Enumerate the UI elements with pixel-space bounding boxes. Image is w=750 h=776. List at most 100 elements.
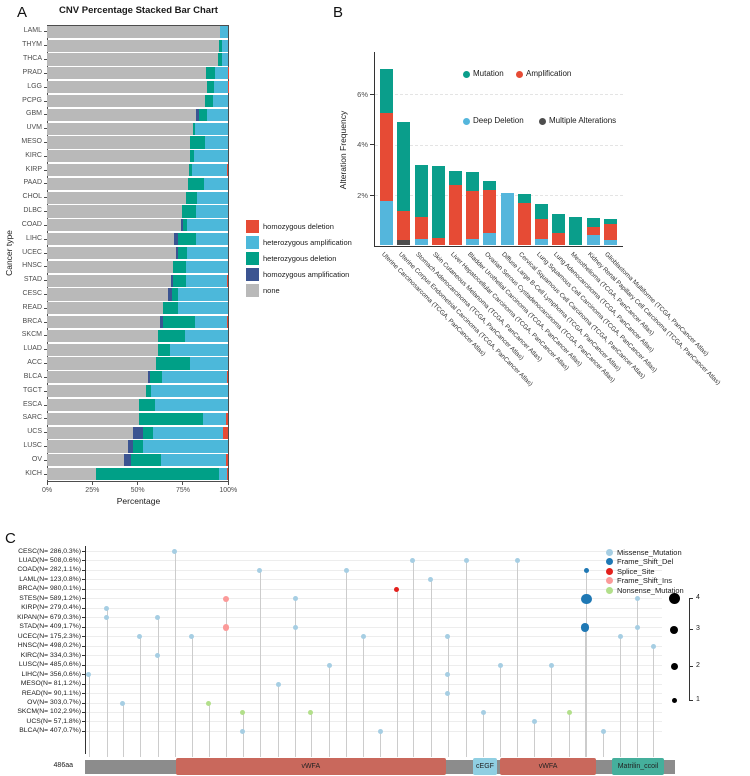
panel-a-y-tick bbox=[43, 404, 47, 406]
bar-segment-het_del bbox=[145, 385, 152, 398]
panel-b-legend-label: Mutation bbox=[473, 69, 504, 78]
panel-b-gridline bbox=[375, 144, 623, 146]
panel-a-y-tick bbox=[43, 141, 47, 143]
panel-b-bar-segment-deep_deletion bbox=[466, 239, 480, 246]
lollipop-stem bbox=[122, 703, 124, 757]
stacked-bar-row bbox=[47, 219, 229, 232]
panel-c-gridline bbox=[85, 588, 662, 590]
panel-c-gridline bbox=[85, 569, 662, 571]
panel-a-x-tick-label: 75% bbox=[175, 487, 190, 494]
lollipop-stem bbox=[106, 617, 108, 757]
panel-a-x-tick bbox=[46, 482, 48, 485]
bar-segment-none bbox=[47, 205, 183, 218]
bar-segment-het_del bbox=[150, 371, 163, 384]
panel-a-category-label: LIHC bbox=[26, 234, 42, 242]
panel-a-y-tick bbox=[43, 155, 47, 157]
lollipop-stem bbox=[259, 570, 261, 757]
panel-b-bar-segment-mutation bbox=[517, 193, 531, 203]
stacked-bar-row bbox=[47, 260, 229, 273]
panel-b-bar-segment-amplification bbox=[397, 211, 411, 241]
bar-segment-het_amp bbox=[204, 136, 229, 149]
panel-c-size-legend-dot bbox=[668, 592, 680, 604]
panel-c-y-tick bbox=[82, 598, 85, 600]
panel-a-category-label: CESC bbox=[22, 289, 42, 297]
panel-c-gridline bbox=[85, 674, 662, 676]
panel-c-gridline bbox=[85, 598, 662, 600]
panel-b-bar-segment-mutation bbox=[483, 181, 497, 191]
panel-c-row-label: KIRC(N= 334,0.3%) bbox=[20, 651, 81, 659]
panel-c-gridline bbox=[85, 693, 662, 695]
panel-c-gridline bbox=[85, 730, 662, 732]
panel-b-legend-label: Deep Deletion bbox=[473, 116, 524, 125]
lollipop-stem bbox=[396, 589, 398, 757]
stacked-bar-row bbox=[47, 136, 229, 149]
panel-a-legend-label: homozygous deletion bbox=[263, 221, 334, 231]
stacked-bar-row bbox=[47, 412, 229, 425]
bar-segment-none bbox=[47, 163, 190, 177]
lollipop-dot-missense_mutation bbox=[120, 700, 126, 706]
panel-c-row-label: STES(N= 589,1.2%) bbox=[19, 594, 81, 602]
panel-b-bar-segment-deep_deletion bbox=[603, 240, 617, 246]
lollipop-dot-missense_mutation bbox=[172, 549, 178, 554]
stacked-bar-row bbox=[47, 53, 229, 66]
bar-segment-het_amp bbox=[185, 260, 229, 273]
bar-segment-het_amp bbox=[151, 385, 229, 398]
panel-a-category-label: SKCM bbox=[21, 331, 42, 339]
panel-b-bar-segment-amplification bbox=[552, 232, 566, 246]
lollipop-stem bbox=[585, 627, 587, 757]
bar-segment-none bbox=[47, 440, 129, 453]
stacked-bar-row bbox=[47, 150, 229, 163]
lollipop-dot-frame_shift_ins bbox=[222, 595, 230, 603]
bar-segment-het_amp bbox=[178, 302, 229, 315]
panel-b-legend-dot bbox=[538, 117, 546, 125]
stacked-bar-row bbox=[47, 440, 229, 453]
lollipop-dot-missense_mutation bbox=[428, 577, 434, 583]
bar-segment-none bbox=[47, 385, 146, 398]
panel-c-row-label: SKCM(N= 102,2.9%) bbox=[17, 708, 81, 716]
bar-segment-none bbox=[47, 136, 191, 149]
lollipop-stem bbox=[363, 636, 364, 757]
lollipop-stem bbox=[310, 712, 312, 757]
panel-a-x-axis-title: Percentage bbox=[116, 496, 161, 506]
panel-a-category-label: PAAD bbox=[23, 179, 42, 187]
panel-a-legend-label: none bbox=[263, 286, 280, 296]
bar-segment-none bbox=[47, 302, 164, 315]
panel-a-legend-swatch bbox=[246, 251, 259, 265]
bar-segment-het_del bbox=[143, 426, 154, 439]
lollipop-dot-missense_mutation bbox=[155, 653, 161, 659]
protein-domain-cegf: cEGF bbox=[473, 758, 497, 775]
panel-a-y-tick bbox=[43, 363, 47, 365]
bar-segment-het_amp bbox=[196, 191, 229, 204]
panel-b-x-axis-line bbox=[374, 245, 623, 247]
panel-c-size-legend-label: 2 bbox=[696, 661, 700, 669]
panel-a-legend-swatch bbox=[246, 268, 259, 282]
lollipop-dot-missense_mutation bbox=[275, 681, 281, 687]
panel-c-y-tick bbox=[82, 569, 85, 571]
panel-b-bar-segment-mutation bbox=[414, 164, 428, 217]
bar-segment-none bbox=[47, 329, 159, 342]
panel-b-gridline bbox=[375, 94, 623, 96]
bar-segment-het_amp bbox=[178, 288, 229, 301]
bar-segment-none bbox=[47, 191, 186, 204]
panel-b-bar-segment-amplification bbox=[380, 112, 394, 202]
panel-a-category-label: MESO bbox=[21, 137, 42, 145]
panel-c-gridline bbox=[85, 617, 662, 619]
panel-c-legend-dot-nonsense_mutation bbox=[606, 586, 613, 594]
protein-domain-vwfa: vWFA bbox=[500, 758, 597, 775]
panel-b-bar-segment-amplification bbox=[603, 224, 617, 241]
panel-a-category-label: LUAD bbox=[23, 345, 42, 353]
panel-c-gridline bbox=[85, 702, 662, 704]
stacked-bar-row bbox=[47, 315, 229, 329]
bar-segment-het_amp bbox=[203, 177, 229, 190]
panel-c-gridline bbox=[85, 711, 662, 713]
bar-segment-none bbox=[47, 108, 196, 121]
panel-b-bar-segment-amplification bbox=[483, 190, 497, 233]
bar-segment-het_amp bbox=[170, 343, 229, 356]
panel-c-row-label: MESO(N= 81,1.2%) bbox=[20, 680, 81, 688]
lollipop-dot-missense_mutation bbox=[257, 567, 263, 573]
panel-c-row-label: OV(N= 303,0.7%) bbox=[27, 699, 81, 707]
bar-segment-het_amp bbox=[220, 25, 229, 38]
lollipop-dot-frame_shift_ins bbox=[222, 624, 230, 631]
panel-c-gridline bbox=[85, 683, 662, 685]
